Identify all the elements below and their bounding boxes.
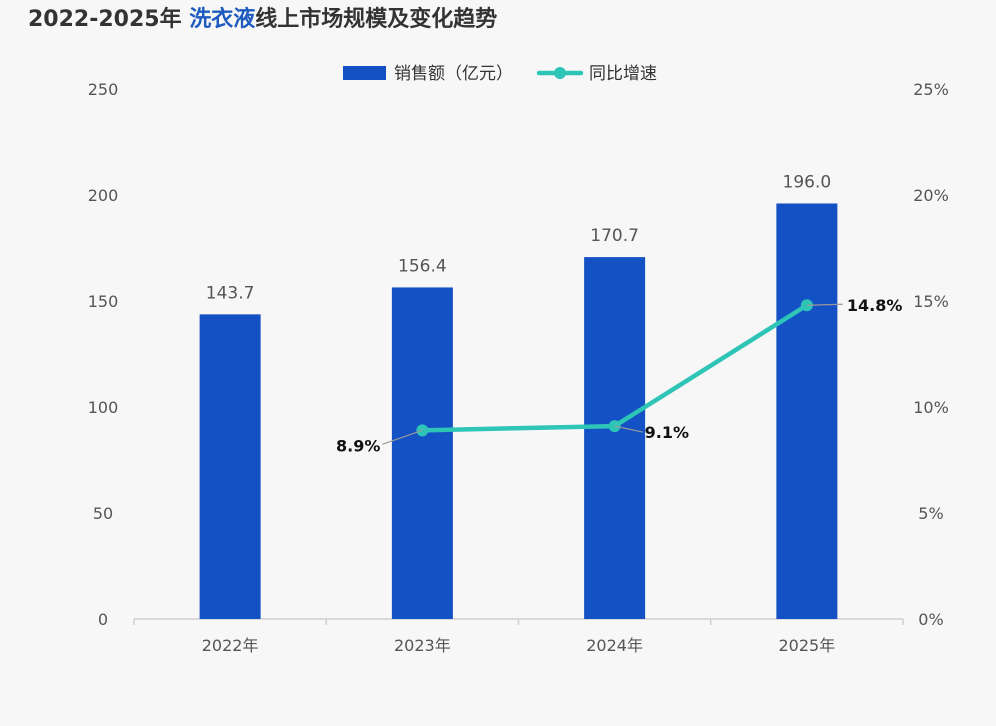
legend-line-label: 同比增速 xyxy=(589,64,657,84)
growth-value-label: 14.8% xyxy=(847,296,903,315)
bar xyxy=(584,257,646,619)
chart-title-suffix: 线上市场规模及变化趋势 xyxy=(255,7,498,32)
right-axis-tick-label: 25% xyxy=(913,80,949,99)
chart-title-prefix: 2022-2025年 xyxy=(28,7,190,32)
right-axis-tick-label: 10% xyxy=(913,398,949,417)
legend-line-marker xyxy=(554,67,566,79)
bar-value-label: 143.7 xyxy=(206,283,255,303)
x-axis-category-label: 2022年 xyxy=(202,636,259,655)
bar-value-label: 196.0 xyxy=(783,172,832,192)
bars-group xyxy=(199,203,838,620)
right-axis-tick-label: 5% xyxy=(918,504,943,523)
left-axis-tick-label: 50 xyxy=(93,504,113,523)
left-axis-tick-label: 0 xyxy=(98,610,108,629)
bar xyxy=(776,203,838,620)
growth-value-label: 9.1% xyxy=(645,423,689,442)
left-axis-tick-label: 100 xyxy=(88,398,119,417)
bar xyxy=(199,314,261,619)
right-axis-tick-label: 0% xyxy=(918,610,943,629)
legend-group: 销售额（亿元） 同比增速 xyxy=(343,64,657,84)
labels-group: 143.7 156.4 170.7 196.0 8.9% 9.1% 14.8% xyxy=(206,172,903,455)
chart-title: 2022-2025年 洗衣液线上市场规模及变化趋势 xyxy=(28,4,497,36)
right-axis-tick-label: 15% xyxy=(913,292,949,311)
right-axis-tick-label: 20% xyxy=(913,186,949,205)
left-axis-tick-label: 250 xyxy=(88,80,119,99)
x-axis-category-label: 2023年 xyxy=(394,636,451,655)
left-axis-tick-label: 200 xyxy=(88,186,119,205)
growth-label-leader xyxy=(382,429,423,445)
left-axis-tick-label: 150 xyxy=(88,292,119,311)
x-axis-category-label: 2024年 xyxy=(586,636,643,655)
bar-value-label: 156.4 xyxy=(398,256,447,276)
legend-bar-label: 销售额（亿元） xyxy=(394,64,513,84)
chart-title-highlight: 洗衣液 xyxy=(189,7,256,32)
growth-label-leader xyxy=(614,425,643,433)
x-axis-category-label: 2025年 xyxy=(779,636,836,655)
bar-value-label: 170.7 xyxy=(590,226,639,246)
axes-group: 0 50 100 150 200 250 0% 5% 10% 15% 20% 25% 2022年 2023… xyxy=(88,80,949,655)
legend-bar-swatch xyxy=(343,66,386,80)
growth-label-leader xyxy=(806,303,843,306)
bar xyxy=(391,287,453,619)
growth-value-label: 8.9% xyxy=(336,436,380,455)
